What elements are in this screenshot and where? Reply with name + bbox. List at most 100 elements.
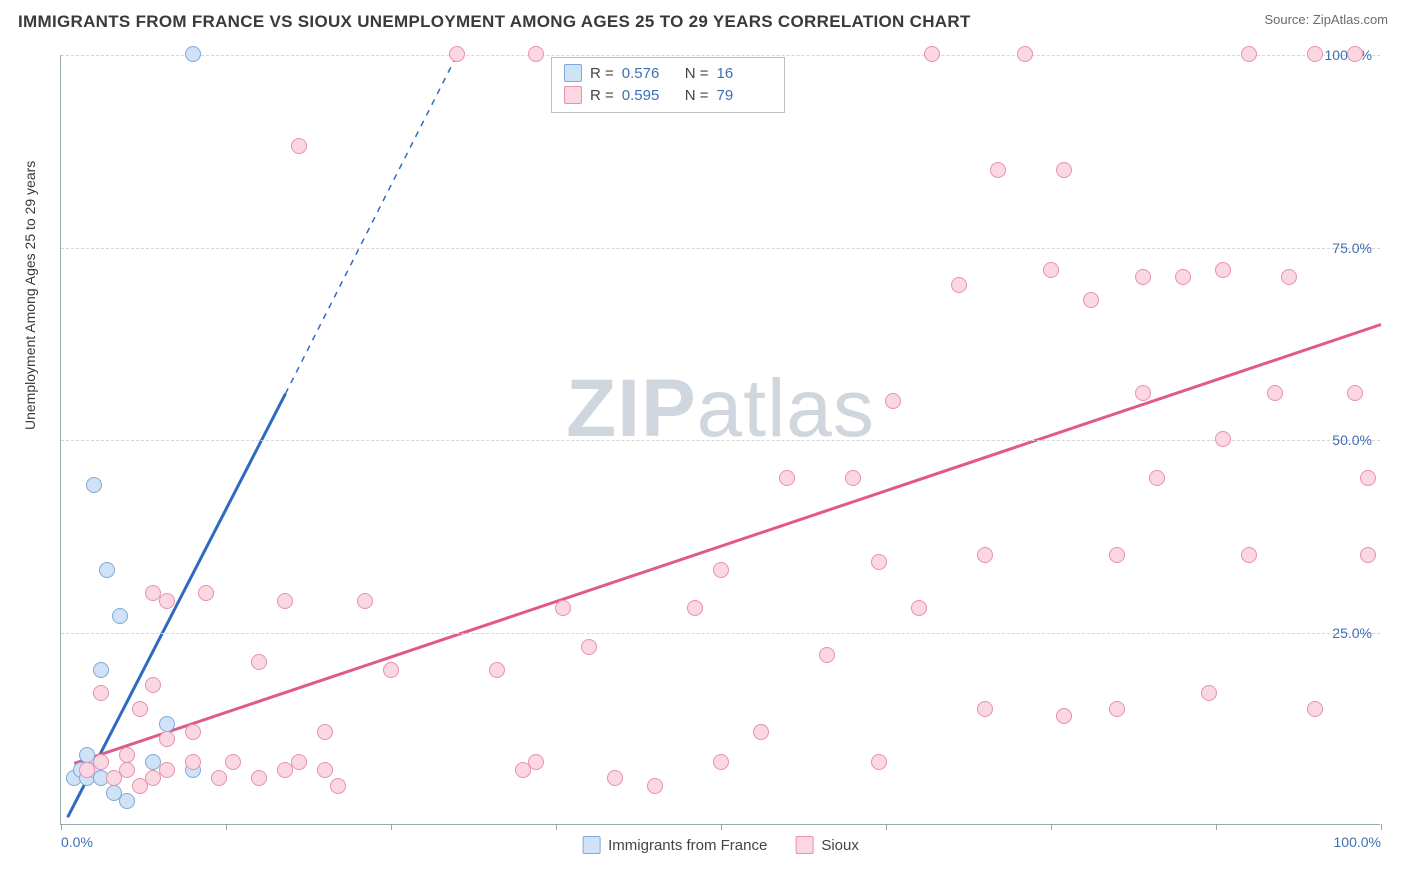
data-point <box>1135 269 1151 285</box>
y-axis-label: Unemployment Among Ages 25 to 29 years <box>22 161 38 430</box>
data-point <box>1109 547 1125 563</box>
legend-swatch <box>564 86 582 104</box>
data-point <box>1307 46 1323 62</box>
data-point <box>871 754 887 770</box>
data-point <box>1149 470 1165 486</box>
data-point <box>1347 46 1363 62</box>
data-point <box>555 600 571 616</box>
data-point <box>1267 385 1283 401</box>
data-point <box>291 138 307 154</box>
data-point <box>119 762 135 778</box>
data-point <box>449 46 465 62</box>
legend-label: Sioux <box>821 837 859 854</box>
data-point <box>977 701 993 717</box>
data-point <box>330 778 346 794</box>
legend-n-label: N = <box>685 65 709 82</box>
data-point <box>713 562 729 578</box>
data-point <box>198 585 214 601</box>
data-point <box>819 647 835 663</box>
legend-r-label: R = <box>590 65 614 82</box>
x-tick <box>1381 824 1382 830</box>
x-tick <box>886 824 887 830</box>
correlation-legend: R =0.576N =16R =0.595N =79 <box>551 57 785 113</box>
gridline <box>61 633 1380 634</box>
data-point <box>1201 685 1217 701</box>
data-point <box>93 662 109 678</box>
data-point <box>1215 431 1231 447</box>
data-point <box>1307 701 1323 717</box>
data-point <box>1347 385 1363 401</box>
legend-item: Immigrants from France <box>582 836 767 854</box>
data-point <box>159 731 175 747</box>
legend-r-label: R = <box>590 87 614 104</box>
data-point <box>911 600 927 616</box>
data-point <box>251 770 267 786</box>
source-label: Source: ZipAtlas.com <box>1264 12 1388 27</box>
legend-row: R =0.595N =79 <box>564 84 772 106</box>
trend-line <box>74 325 1381 764</box>
gridline <box>61 248 1380 249</box>
data-point <box>145 677 161 693</box>
data-point <box>119 793 135 809</box>
data-point <box>185 46 201 62</box>
data-point <box>1175 269 1191 285</box>
series-legend: Immigrants from France Sioux <box>582 836 859 854</box>
legend-swatch <box>795 836 813 854</box>
data-point <box>225 754 241 770</box>
data-point <box>159 762 175 778</box>
data-point <box>1056 162 1072 178</box>
gridline <box>61 55 1380 56</box>
data-point <box>93 685 109 701</box>
x-tick <box>1216 824 1217 830</box>
data-point <box>317 724 333 740</box>
data-point <box>1281 269 1297 285</box>
data-point <box>145 585 161 601</box>
data-point <box>581 639 597 655</box>
x-tick-label: 0.0% <box>61 834 93 850</box>
legend-n-value: 16 <box>717 65 772 82</box>
data-point <box>185 724 201 740</box>
data-point <box>528 754 544 770</box>
data-point <box>1043 262 1059 278</box>
legend-label: Immigrants from France <box>608 837 767 854</box>
legend-swatch <box>582 836 600 854</box>
data-point <box>924 46 940 62</box>
data-point <box>779 470 795 486</box>
x-tick <box>1051 824 1052 830</box>
data-point <box>86 477 102 493</box>
data-point <box>211 770 227 786</box>
x-tick <box>61 824 62 830</box>
data-point <box>119 747 135 763</box>
x-tick-label: 100.0% <box>1334 834 1381 850</box>
data-point <box>357 593 373 609</box>
data-point <box>977 547 993 563</box>
data-point <box>277 593 293 609</box>
data-point <box>713 754 729 770</box>
data-point <box>845 470 861 486</box>
data-point <box>383 662 399 678</box>
data-point <box>1215 262 1231 278</box>
y-tick-label: 25.0% <box>1332 625 1372 641</box>
y-tick-label: 75.0% <box>1332 240 1372 256</box>
data-point <box>159 716 175 732</box>
legend-n-label: N = <box>685 87 709 104</box>
data-point <box>93 754 109 770</box>
data-point <box>871 554 887 570</box>
data-point <box>112 608 128 624</box>
data-point <box>753 724 769 740</box>
data-point <box>1360 547 1376 563</box>
data-point <box>1241 46 1257 62</box>
data-point <box>951 277 967 293</box>
x-tick <box>556 824 557 830</box>
data-point <box>1241 547 1257 563</box>
data-point <box>1135 385 1151 401</box>
legend-row: R =0.576N =16 <box>564 62 772 84</box>
legend-item: Sioux <box>795 836 859 854</box>
data-point <box>607 770 623 786</box>
x-tick <box>391 824 392 830</box>
data-point <box>528 46 544 62</box>
data-point <box>99 562 115 578</box>
chart-plot-area: ZIPatlas R =0.576N =16R =0.595N =79 Immi… <box>60 55 1380 825</box>
data-point <box>647 778 663 794</box>
data-point <box>132 701 148 717</box>
